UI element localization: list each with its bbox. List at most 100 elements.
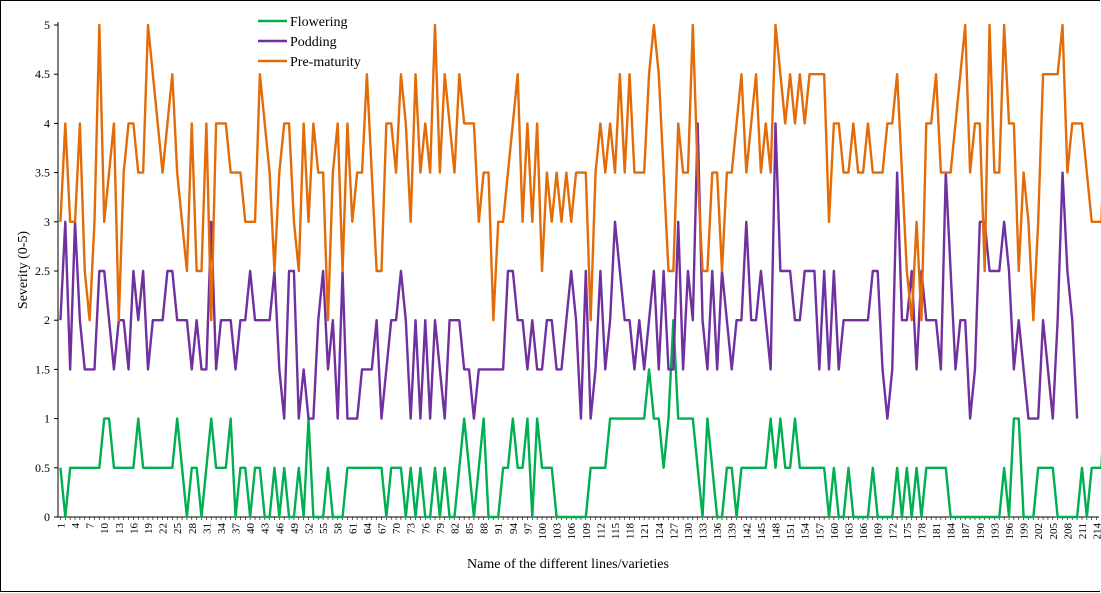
data-point-flowering — [190, 466, 193, 469]
data-point-flowering — [283, 466, 286, 469]
data-point-podding — [122, 319, 125, 322]
x-tick-label: 148 — [771, 523, 783, 540]
data-point-pre-maturity — [959, 73, 962, 76]
x-tick-label: 163 — [843, 523, 855, 540]
data-point-podding — [623, 319, 626, 322]
data-point-flowering — [1003, 466, 1006, 469]
data-point-flowering — [1032, 516, 1035, 519]
data-point-flowering — [205, 466, 208, 469]
x-tick-label: 4 — [70, 523, 82, 529]
data-point-flowering — [638, 417, 641, 420]
data-point-pre-maturity — [142, 171, 145, 174]
data-point-flowering — [901, 516, 904, 519]
data-point-pre-maturity — [151, 73, 154, 76]
data-point-podding — [434, 319, 437, 322]
data-point-pre-maturity — [434, 24, 437, 27]
data-point-podding — [171, 270, 174, 273]
data-point-flowering — [555, 516, 558, 519]
data-point-pre-maturity — [487, 171, 490, 174]
data-point-podding — [108, 319, 111, 322]
data-point-pre-maturity — [132, 122, 135, 125]
y-tick-label: 3.5 — [35, 166, 50, 180]
data-point-pre-maturity — [808, 73, 811, 76]
data-point-flowering — [550, 466, 553, 469]
data-point-flowering — [516, 466, 519, 469]
data-point-podding — [190, 368, 193, 371]
data-point-podding — [404, 319, 407, 322]
x-tick-label: 145 — [756, 523, 768, 540]
data-point-podding — [429, 417, 432, 420]
data-point-pre-maturity — [181, 220, 184, 223]
data-point-flowering — [808, 466, 811, 469]
data-point-podding — [400, 270, 403, 273]
data-point-pre-maturity — [497, 220, 500, 223]
y-tick-label: 4 — [44, 116, 50, 130]
data-point-pre-maturity — [1051, 73, 1054, 76]
data-point-podding — [322, 270, 325, 273]
data-point-flowering — [740, 466, 743, 469]
x-tick-label: 118 — [625, 523, 637, 540]
data-point-podding — [857, 319, 860, 322]
data-point-podding — [502, 368, 505, 371]
data-point-podding — [409, 417, 412, 420]
data-point-pre-maturity — [409, 220, 412, 223]
data-point-podding — [142, 270, 145, 273]
data-point-podding — [195, 319, 198, 322]
data-point-pre-maturity — [823, 73, 826, 76]
data-point-flowering — [331, 516, 334, 519]
data-point-flowering — [536, 417, 539, 420]
data-point-pre-maturity — [896, 73, 899, 76]
data-point-flowering — [511, 417, 514, 420]
data-point-podding — [867, 319, 870, 322]
data-point-pre-maturity — [565, 171, 568, 174]
data-point-flowering — [842, 516, 845, 519]
data-point-flowering — [400, 466, 403, 469]
data-point-pre-maturity — [657, 73, 660, 76]
data-point-pre-maturity — [239, 171, 242, 174]
data-point-podding — [361, 368, 364, 371]
data-point-podding — [98, 270, 101, 273]
data-point-flowering — [570, 516, 573, 519]
data-point-pre-maturity — [871, 171, 874, 174]
x-tick-label: 40 — [245, 523, 257, 535]
data-point-podding — [424, 319, 427, 322]
data-point-podding — [896, 171, 899, 174]
data-point-pre-maturity — [716, 171, 719, 174]
data-point-flowering — [88, 466, 91, 469]
data-point-podding — [653, 270, 656, 273]
data-point-pre-maturity — [867, 122, 870, 125]
data-point-podding — [794, 319, 797, 322]
data-point-podding — [497, 368, 500, 371]
data-point-podding — [93, 368, 96, 371]
data-point-podding — [545, 319, 548, 322]
data-point-podding — [1012, 368, 1015, 371]
data-point-pre-maturity — [701, 270, 704, 273]
data-point-flowering — [156, 466, 159, 469]
data-point-pre-maturity — [502, 220, 505, 223]
data-point-podding — [327, 368, 330, 371]
data-point-podding — [706, 368, 709, 371]
data-point-podding — [458, 319, 461, 322]
data-point-flowering — [448, 516, 451, 519]
data-point-flowering — [935, 466, 938, 469]
x-tick-label: 82 — [449, 523, 461, 534]
data-point-pre-maturity — [575, 171, 578, 174]
data-point-flowering — [404, 516, 407, 519]
y-tick-label: 1 — [44, 412, 50, 426]
data-point-pre-maturity — [550, 220, 553, 223]
data-point-flowering — [779, 417, 782, 420]
data-point-pre-maturity — [798, 73, 801, 76]
data-point-pre-maturity — [560, 220, 563, 223]
y-tick-label: 4.5 — [35, 67, 50, 81]
x-tick-label: 169 — [873, 523, 885, 540]
data-point-flowering — [881, 516, 884, 519]
data-point-flowering — [258, 466, 261, 469]
x-tick-label: 70 — [391, 523, 403, 535]
data-point-pre-maturity — [307, 220, 310, 223]
data-point-flowering — [336, 516, 339, 519]
data-point-flowering — [487, 516, 490, 519]
x-tick-label: 106 — [566, 523, 578, 540]
data-point-flowering — [244, 466, 247, 469]
data-point-pre-maturity — [988, 24, 991, 27]
data-point-podding — [1032, 417, 1035, 420]
